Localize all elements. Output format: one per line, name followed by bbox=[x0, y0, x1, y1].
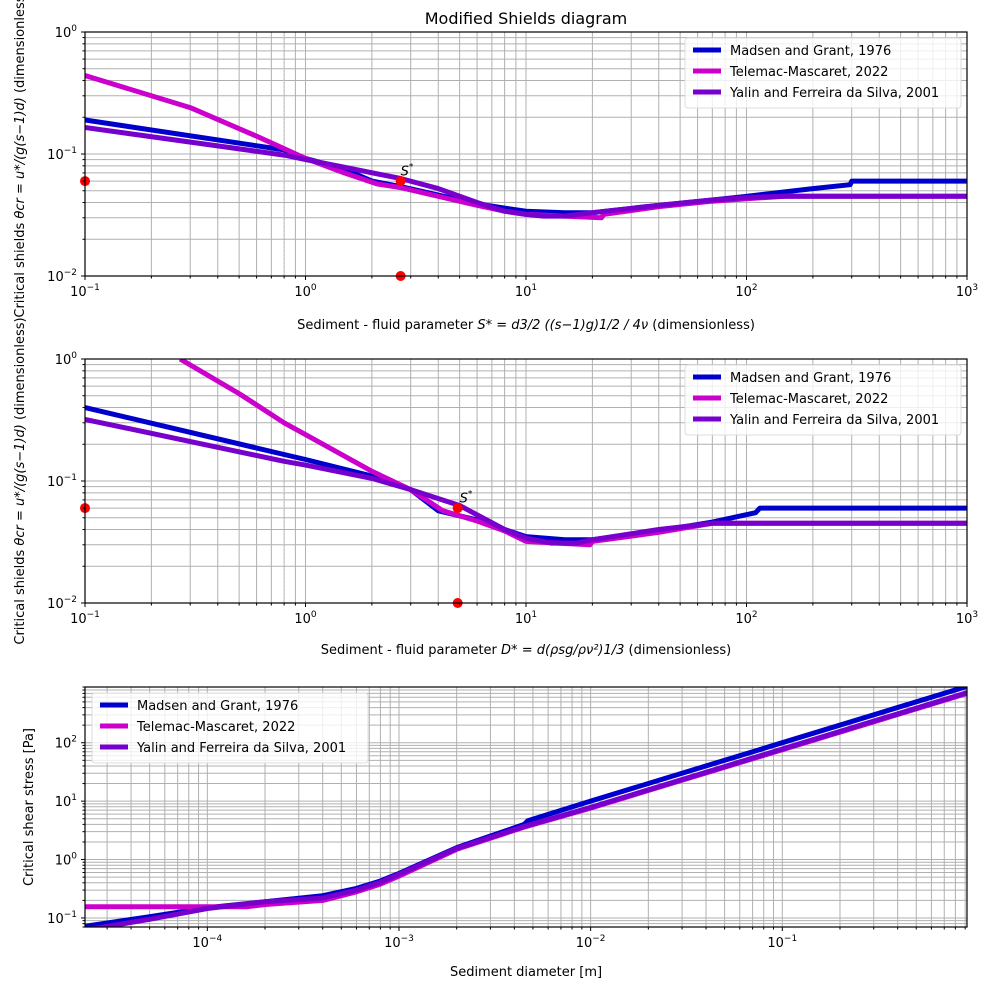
legend-item: Yalin and Ferreira da Silva, 2001 bbox=[693, 413, 939, 428]
y-tick-label: 101 bbox=[55, 793, 77, 810]
legend-item: Madsen and Grant, 1976 bbox=[693, 44, 891, 59]
x-axis-label: Sediment - fluid parameter D* = d(ρsg/ρν… bbox=[321, 643, 731, 658]
x-axis-label: Sediment diameter [m] bbox=[450, 965, 602, 980]
y-axis-label: Critical shields θcr = u*/(g(s−1)d) (dim… bbox=[13, 317, 28, 644]
legend-label: Madsen and Grant, 1976 bbox=[137, 699, 298, 714]
y-tick-label: 10−1 bbox=[47, 910, 77, 927]
series-line-3 bbox=[85, 125, 967, 219]
legend-label: Yalin and Ferreira da Silva, 2001 bbox=[136, 741, 346, 756]
series-line-3 bbox=[85, 416, 967, 546]
legend-label: Madsen and Grant, 1976 bbox=[730, 44, 891, 59]
legend-item: Yalin and Ferreira da Silva, 2001 bbox=[693, 86, 939, 101]
x-tick-label: 103 bbox=[956, 283, 978, 300]
marker-point bbox=[395, 176, 406, 187]
legend-label: Madsen and Grant, 1976 bbox=[730, 371, 891, 386]
x-tick-label: 100 bbox=[294, 610, 317, 627]
x-tick-label: 10−1 bbox=[70, 610, 100, 627]
x-tick-label: 10−1 bbox=[767, 934, 797, 951]
y-axis-label: Critical shields θcr = u*/(g(s−1)d) (dim… bbox=[13, 0, 28, 318]
x-tick-label: 101 bbox=[515, 283, 537, 300]
annotation-label: S* bbox=[460, 489, 473, 506]
legend: Madsen and Grant, 1976 Telemac-Mascaret, … bbox=[684, 364, 962, 436]
legend-item: Telemac-Mascaret, 2022 bbox=[100, 720, 295, 735]
legend-label: Telemac-Mascaret, 2022 bbox=[729, 65, 888, 80]
y-tick-label: 100 bbox=[55, 351, 78, 368]
x-tick-label: 102 bbox=[735, 283, 757, 300]
x-tick-label: 100 bbox=[294, 283, 317, 300]
annotation-label: S* bbox=[401, 162, 414, 179]
legend-label: Telemac-Mascaret, 2022 bbox=[136, 720, 295, 735]
x-tick-label: 10−1 bbox=[70, 283, 100, 300]
legend-box bbox=[684, 37, 962, 109]
y-tick-label: 10−1 bbox=[47, 473, 77, 490]
x-tick-label: 10−4 bbox=[192, 934, 222, 951]
legend-box bbox=[91, 692, 369, 764]
ticks: 10−4 10−3 10−2 10−1 10−1 100 101 102 bbox=[47, 686, 966, 951]
y-tick-label: 10−2 bbox=[47, 268, 77, 285]
y-tick-label: 102 bbox=[55, 735, 77, 752]
chart-title: Modified Shields diagram bbox=[425, 9, 628, 28]
y-tick-label: 10−1 bbox=[47, 146, 77, 163]
x-axis-label: Sediment - fluid parameter S* = d3/2 ((s… bbox=[297, 318, 755, 333]
legend-item: Madsen and Grant, 1976 bbox=[100, 699, 298, 714]
series-group bbox=[85, 359, 967, 548]
y-tick-label: 100 bbox=[55, 852, 78, 869]
series-line-3 bbox=[88, 690, 967, 927]
x-tick-label: 103 bbox=[956, 610, 978, 627]
series-group bbox=[85, 687, 967, 927]
y-axis-label: Critical shear stress [Pa] bbox=[22, 728, 37, 886]
x-tick-label: 102 bbox=[735, 610, 757, 627]
legend-item: Telemac-Mascaret, 2022 bbox=[693, 392, 888, 407]
marker-point bbox=[452, 503, 463, 514]
legend-item: Yalin and Ferreira da Silva, 2001 bbox=[100, 741, 346, 756]
legend-box bbox=[684, 364, 962, 436]
legend-item: Telemac-Mascaret, 2022 bbox=[693, 65, 888, 80]
y-tick-label: 100 bbox=[55, 24, 78, 41]
legend-label: Yalin and Ferreira da Silva, 2001 bbox=[729, 86, 939, 101]
series-group bbox=[85, 73, 967, 221]
x-tick-label: 101 bbox=[515, 610, 537, 627]
legend-item: Madsen and Grant, 1976 bbox=[693, 371, 891, 386]
y-tick-label: 10−2 bbox=[47, 595, 77, 612]
subplot-3: 10−4 10−3 10−2 10−1 10−1 100 101 102 Sediment di… bbox=[22, 686, 968, 980]
legend: Madsen and Grant, 1976 Telemac-Mascaret, … bbox=[91, 692, 369, 764]
legend-label: Yalin and Ferreira da Silva, 2001 bbox=[729, 413, 939, 428]
legend-label: Telemac-Mascaret, 2022 bbox=[729, 392, 888, 407]
x-tick-label: 10−3 bbox=[384, 934, 414, 951]
legend: Madsen and Grant, 1976 Telemac-Mascaret, … bbox=[684, 37, 962, 109]
x-tick-label: 10−2 bbox=[576, 934, 606, 951]
